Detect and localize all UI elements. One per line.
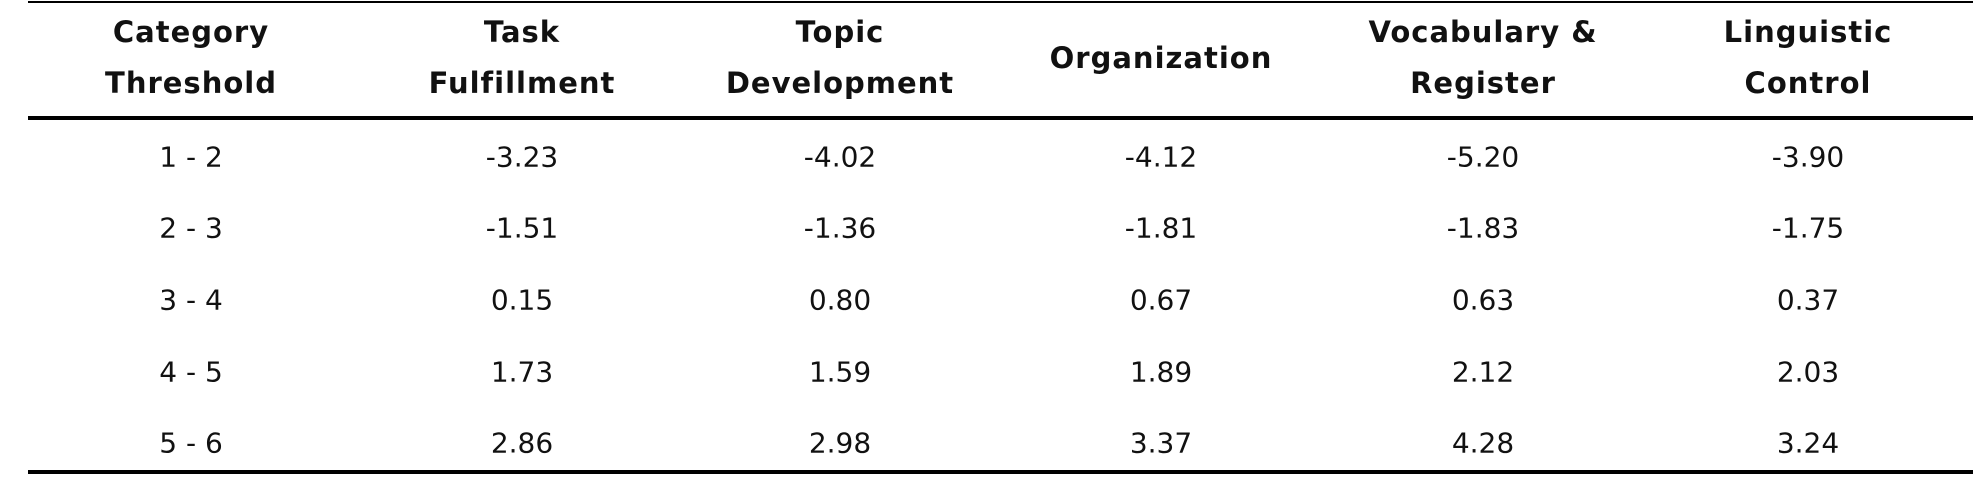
column-header: Task [483,15,561,49]
table-cell: 3.24 [1776,426,1840,460]
column-header: Control [1744,66,1872,100]
table-cell: -1.83 [1446,211,1520,245]
table-cell: -4.12 [1124,140,1198,174]
column-header: Fulfillment [428,66,616,100]
table-cell: 2.03 [1776,355,1840,389]
table-cell: 4.28 [1451,426,1515,460]
table-cell: 1.73 [490,355,554,389]
table-cell: 0.63 [1451,283,1515,317]
bottom-rule [28,470,1973,474]
table-cell: 2.86 [490,426,554,460]
row-label: 3 - 4 [159,283,223,317]
table-cell: 0.80 [808,283,872,317]
column-header: Threshold [105,66,277,100]
column-header: Category [112,15,270,49]
table-cell: 0.67 [1129,283,1193,317]
column-header: Linguistic [1723,15,1893,49]
table-cell: 1.89 [1129,355,1193,389]
column-header: Topic [795,15,885,49]
top-rule [28,1,1973,3]
table-cell: -1.51 [485,211,559,245]
table-cell: 0.15 [490,283,554,317]
table-cell: -1.75 [1771,211,1845,245]
table-cell: 3.37 [1129,426,1193,460]
column-header: Register [1410,66,1556,100]
table-cell: -3.23 [485,140,559,174]
row-label: 2 - 3 [159,211,223,245]
row-label: 1 - 2 [159,140,223,174]
header-rule [28,116,1973,120]
column-header: Organization [1049,41,1273,75]
table-cell: 2.98 [808,426,872,460]
table-cell: -3.90 [1771,140,1845,174]
table-cell: -1.81 [1124,211,1198,245]
table-cell: -4.02 [803,140,877,174]
table-cell: 0.37 [1776,283,1840,317]
column-header: Development [725,66,955,100]
column-header: Vocabulary & [1368,15,1598,49]
table-cell: -5.20 [1446,140,1520,174]
table-cell: 2.12 [1451,355,1515,389]
row-label: 5 - 6 [159,426,223,460]
row-label: 4 - 5 [159,355,223,389]
table-cell: -1.36 [803,211,877,245]
table-cell: 1.59 [808,355,872,389]
